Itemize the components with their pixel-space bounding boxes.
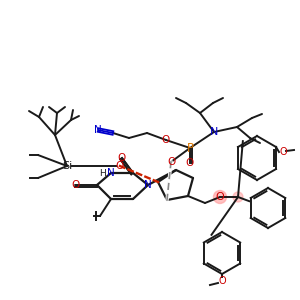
Text: Si: Si (62, 161, 72, 171)
Text: O: O (118, 153, 126, 163)
Text: N: N (107, 168, 115, 178)
Text: O: O (116, 161, 124, 171)
Text: O: O (162, 135, 170, 145)
Text: N: N (144, 180, 152, 190)
Text: N: N (94, 125, 102, 135)
Text: O: O (216, 192, 224, 202)
Circle shape (214, 190, 226, 203)
Text: O: O (167, 157, 175, 167)
Circle shape (233, 192, 243, 202)
Text: O: O (186, 158, 194, 168)
Text: O: O (71, 180, 79, 190)
Text: O: O (279, 147, 287, 157)
Text: P: P (187, 142, 194, 154)
Text: N: N (210, 127, 218, 137)
Text: O: O (218, 276, 226, 286)
Text: H: H (100, 169, 106, 178)
